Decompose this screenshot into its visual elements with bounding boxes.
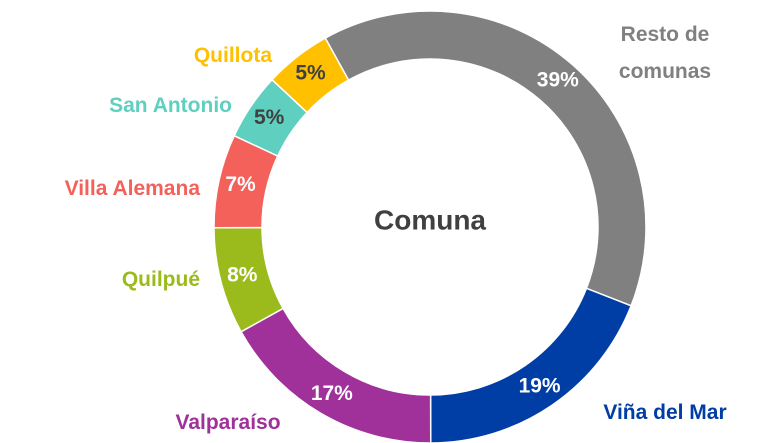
category-label: Valparaíso [175, 411, 281, 434]
value-label: 19% [519, 375, 561, 398]
value-label: 17% [311, 382, 353, 405]
value-label: 7% [225, 173, 256, 196]
category-label: San Antonio [109, 94, 232, 117]
category-label: Quillota [193, 44, 272, 67]
donut-segment [324, 10, 647, 307]
value-label: 5% [295, 62, 326, 85]
donut-segment [270, 37, 350, 114]
chart-title: Comuna [374, 204, 486, 235]
value-label: 39% [537, 69, 579, 92]
category-label: Quilpué [121, 268, 200, 291]
category-label: Resto de comunas [618, 23, 712, 83]
category-label: Viña del Mar [603, 401, 727, 424]
value-label: 8% [227, 263, 258, 286]
value-label: 5% [254, 106, 285, 129]
category-label: Villa Alemana [64, 177, 200, 200]
